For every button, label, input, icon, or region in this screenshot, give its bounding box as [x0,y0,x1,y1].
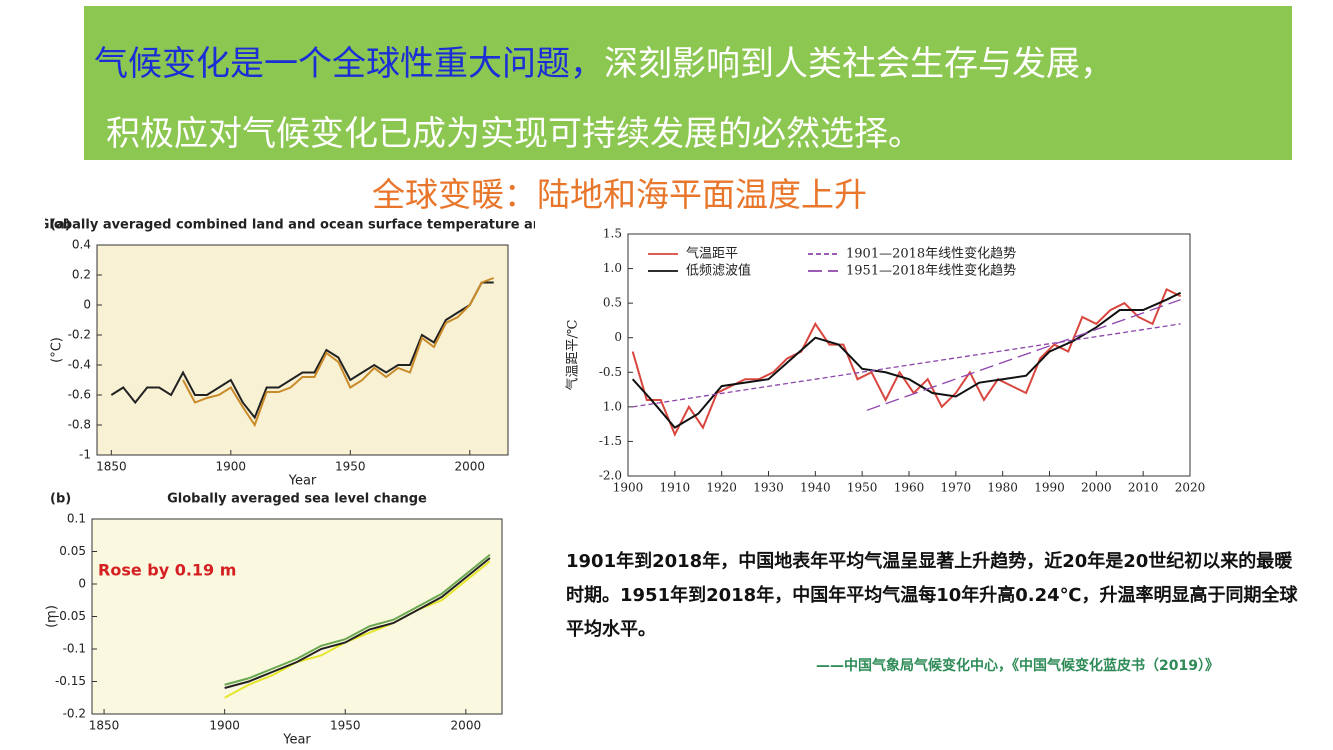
x-tick-label: 1920 [706,481,737,495]
x-tick-label: 2010 [1128,481,1159,495]
x-axis-label: Year [282,733,311,748]
y-tick-label: 1.0 [603,399,622,413]
panel-label: (a) [50,218,71,233]
legend-label: 1901—2018年线性变化趋势 [846,246,1016,262]
series-line [631,287,1182,437]
x-tick-label: 1900 [613,481,644,495]
y-tick-label: 0.5 [603,296,622,310]
x-tick-label: 2000 [451,719,482,733]
series-line [631,291,1182,429]
source: ——中国气象局气候变化中心，《中国气候变化蓝皮书（2019）》 [816,658,1219,674]
plot-area [96,244,509,456]
x-tick-label: 1850 [96,460,127,474]
y-tick-label: -0.8 [68,418,91,432]
series-line [224,553,491,686]
series-line [182,277,495,428]
y-tick-label: -2.0 [599,469,622,483]
y-axis-label: (°C) [50,337,65,363]
x-tick-label: 1940 [800,481,831,495]
y-tick-label: -1 [79,448,91,462]
series-line [224,557,491,689]
x-tick-label: 1950 [330,719,361,733]
series-line [110,281,494,420]
x-tick-label: 2000 [1081,481,1112,495]
legend-label: 低频滤波值 [686,263,751,279]
y-axis-label: (m) [45,605,60,628]
y-tick-label: 0.05 [59,544,86,558]
y-tick-label: 1.5 [603,227,622,241]
plot-area [627,233,1191,477]
chart-title: Globally averaged combined land and ocea… [45,218,535,233]
legend-label: 1951—2018年线性变化趋势 [846,263,1016,279]
x-tick-label: 1910 [660,481,691,495]
y-axis-label: 气温距平/℃ [565,320,581,391]
x-tick-label: 1960 [894,481,925,495]
y-tick-label: -0.6 [68,388,91,402]
note-text: 1901年到2018年，中国地表年平均气温呈显著上升趋势，近20年是20世纪初以… [566,551,1298,640]
header-text: 深刻影响到人类社会生存与发展， [604,44,1114,84]
y-tick-label: 0 [614,330,622,344]
series-line [866,299,1181,411]
y-tick-label: 0 [83,298,91,312]
legend-label: 气温距平 [686,246,738,262]
chart: -0.2 -0.15 -0.1 -0.05 0 0.05 0.1 1850 1900 1950 20… [45,492,503,748]
x-tick-label: 1930 [753,481,784,495]
x-tick-label: 1900 [216,460,247,474]
x-tick-label: 1850 [89,719,120,733]
x-tick-label: 1990 [1034,481,1065,495]
y-tick-label: 0.1 [67,512,86,526]
x-axis-label: Year [288,474,317,486]
x-tick-label: 2020 [1175,481,1206,495]
chart-title: Globally averaged sea level change [167,492,427,507]
series-line [224,560,491,699]
y-tick-label: -0.05 [55,609,86,623]
header-banner: 气候变化是一个全球性重大问题，深刻影响到人类社会生存与发展， 积极应对气候变化已… [84,6,1292,160]
header-highlight: 气候变化是一个全球性重大问题， [94,44,604,84]
x-tick-label: 1970 [941,481,972,495]
header-line: 积极应对气候变化已成为实现可持续发展的必然选择。 [106,114,922,154]
x-tick-label: 1900 [209,719,240,733]
x-tick-label: 1950 [847,481,878,495]
y-tick-label: 0 [78,577,86,591]
header-line: 气候变化是一个全球性重大问题，深刻影响到人类社会生存与发展， [94,36,1114,85]
y-tick-label: -0.2 [68,328,91,342]
y-tick-label: -0.15 [55,674,86,688]
x-tick-label: 1980 [987,481,1018,495]
y-tick-label: 1.0 [603,261,622,275]
x-tick-label: 2000 [454,460,485,474]
y-tick-label: -1.5 [599,434,622,448]
y-tick-label: -0.2 [63,707,86,721]
x-tick-label: 1950 [335,460,366,474]
subtitle: 全球变暖：陆地和海平面温度上升 [372,175,867,214]
plot-area [91,518,503,715]
y-tick-label: -0.4 [68,358,91,372]
chart: -1 -0.8 -0.6 -0.4 -0.2 0 0.2 0.4 1850 1900 1950 200… [45,218,535,486]
y-tick-label: 0.4 [72,238,91,252]
y-tick-label: -0.5 [599,365,622,379]
panel-label: (b) [50,492,71,507]
chart: -2.0 -1.5 1.0 -0.5 0 0.5 1.0 1.5 1900 1910 1920 193… [565,227,1206,495]
series-line [632,323,1181,408]
y-tick-label: 0.2 [72,268,91,282]
y-tick-label: -0.1 [63,642,86,656]
annotation: Rose by 0.19 m [98,561,236,580]
